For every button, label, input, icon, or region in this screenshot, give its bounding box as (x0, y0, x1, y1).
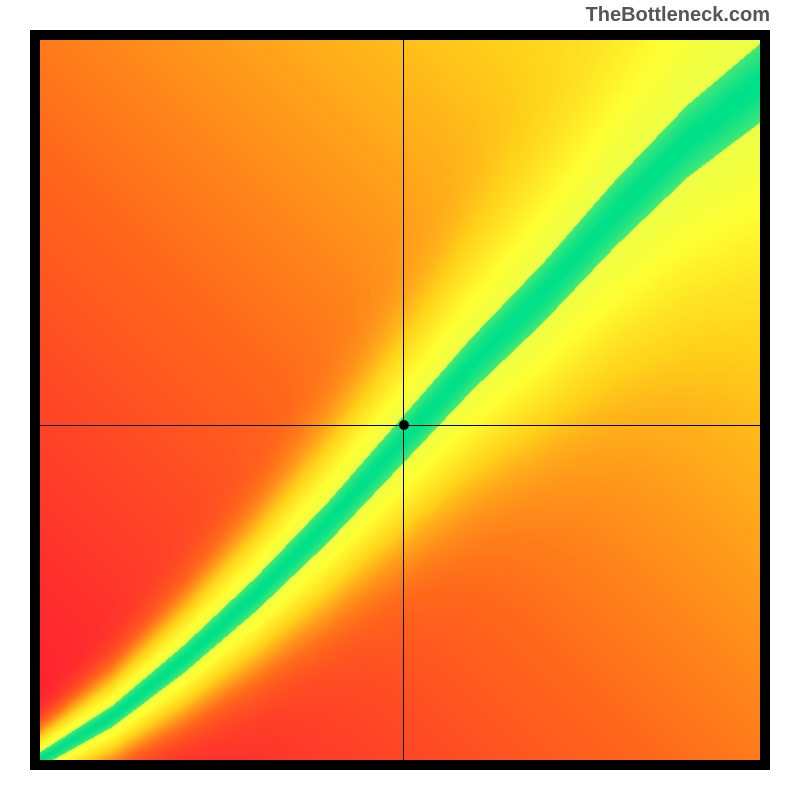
crosshair-vertical (403, 40, 404, 760)
heatmap-canvas (40, 40, 760, 760)
plot-area (40, 40, 760, 760)
watermark-text: TheBottleneck.com (586, 4, 770, 27)
crosshair-point (399, 420, 409, 430)
chart-frame (30, 30, 770, 770)
chart-container: TheBottleneck.com (0, 0, 800, 800)
